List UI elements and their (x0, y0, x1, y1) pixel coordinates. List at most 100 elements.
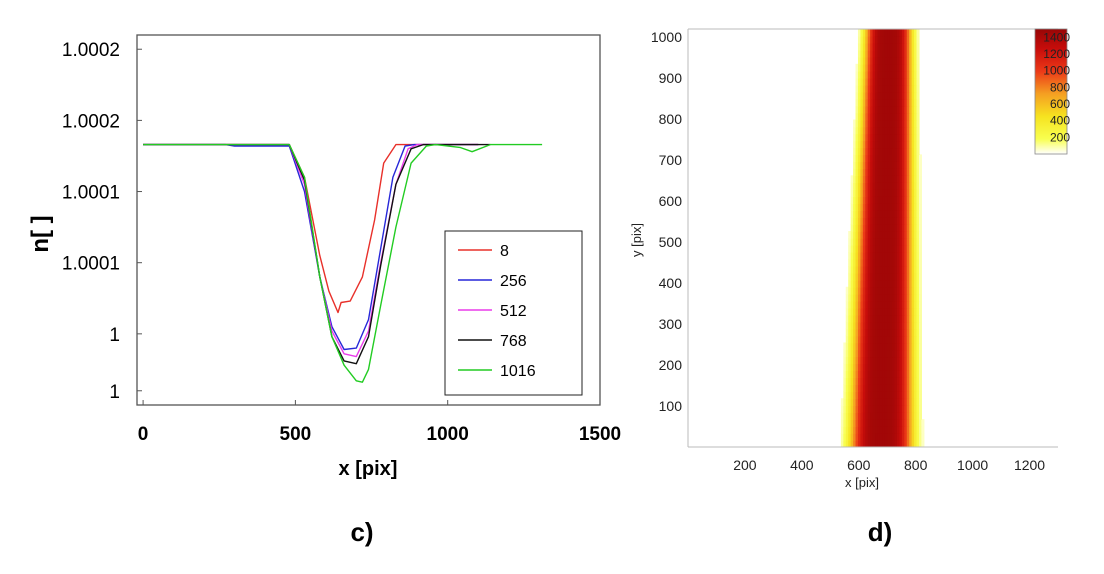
heatmap-cell (872, 35, 876, 44)
heatmap-cell (901, 265, 905, 274)
heatmap-cell (882, 258, 886, 267)
heatmap-cell (853, 196, 857, 204)
heatmap-cell (904, 384, 908, 392)
heatmap-cell (896, 419, 901, 427)
heatmap-cell (865, 217, 869, 225)
heatmap-cell (855, 377, 859, 385)
series-line-256 (143, 143, 479, 351)
heatmap-cell (867, 328, 871, 337)
heatmap-cell (860, 377, 864, 385)
heatmap-cell (896, 293, 901, 302)
heatmap-cell (892, 196, 896, 204)
heatmap-cell (921, 426, 925, 434)
heatmap-cell (867, 314, 871, 323)
heatmap-cell (855, 398, 859, 406)
heatmap-cell (862, 56, 866, 65)
heatmap-cell (899, 119, 903, 128)
heatmap-cell (875, 140, 879, 149)
heatmap-cell (862, 203, 866, 211)
heatmap-cell (899, 63, 903, 72)
heatmap-cell (904, 244, 908, 253)
heatmap-cell (857, 307, 861, 316)
heatmap-cell (914, 126, 918, 135)
heatmap-cell (855, 405, 859, 413)
heatmap-cell (914, 196, 918, 204)
heatmap-cell (857, 154, 861, 162)
heatmap-cell (884, 328, 888, 337)
panel-label-c: c) (350, 517, 373, 547)
heatmap-cell (855, 433, 859, 441)
heatmap-cell (879, 35, 883, 44)
heatmap-cell (914, 321, 918, 330)
heatmap-cell (860, 49, 864, 58)
heatmap-cell (916, 244, 920, 253)
heatmap-cell (896, 42, 901, 51)
heatmap-cell (862, 133, 866, 142)
heatmap-cell (904, 56, 908, 65)
heatmap-cell (857, 147, 861, 155)
heatmap-cell (916, 286, 920, 295)
heatmap-cell (872, 217, 876, 225)
heatmap-cell (870, 279, 874, 288)
heatmap-cell (875, 391, 879, 399)
heatmap-cell (909, 335, 913, 344)
heatmap-cell (916, 398, 920, 406)
heatmap-cell (906, 265, 910, 274)
heatmap-cell (848, 314, 852, 323)
heatmap-cell (882, 196, 886, 204)
heatmap-cell (901, 175, 905, 183)
heatmap-cell (857, 210, 861, 218)
heatmap-cell (855, 70, 859, 79)
heatmap-cell (916, 154, 920, 162)
heatmap-cell (916, 335, 920, 344)
heatmap-cell (896, 126, 901, 135)
heatmap-cell (867, 217, 871, 225)
heatmap-cell (882, 238, 886, 246)
heatmap-cell (850, 314, 854, 323)
heatmap-cell (875, 321, 879, 330)
heatmap-cell (901, 42, 905, 51)
legend-label-8: 8 (500, 243, 509, 260)
heatmap-cell (857, 426, 861, 434)
heatmap-cell (870, 300, 874, 309)
heatmap-cell (865, 398, 869, 406)
heatmap-cell (862, 391, 866, 399)
heatmap-cell (889, 196, 893, 204)
heatmap-cell (901, 91, 905, 100)
heatmap-cell (887, 244, 891, 253)
heatmap-cell (904, 433, 908, 441)
heatmap-cell (870, 328, 874, 337)
y-axis-label: y [pix] (629, 223, 644, 257)
heatmap-cell (879, 231, 883, 239)
heatmap-cell (909, 196, 913, 204)
heatmap-cell (857, 217, 861, 225)
heatmap-cell (909, 426, 913, 434)
heatmap-cell (877, 342, 881, 351)
heatmap-cell (855, 112, 859, 121)
heatmap-cell (884, 412, 888, 420)
y-tick-label: 900 (659, 70, 683, 86)
heatmap-cell (853, 238, 857, 246)
heatmap-cell (848, 272, 852, 281)
heatmap-cell (848, 300, 852, 309)
heatmap-cell (892, 217, 896, 225)
heatmap-cell (911, 140, 915, 149)
heatmap-cell (877, 349, 881, 358)
heatmap-cell (916, 391, 920, 399)
heatmap-cell (867, 405, 871, 413)
heatmap-cell (918, 363, 922, 371)
heatmap-cell (870, 91, 874, 100)
heatmap-cell (845, 321, 849, 330)
heatmap-cell (855, 328, 859, 337)
heatmap-cell (887, 321, 891, 330)
heatmap-cell (901, 217, 905, 225)
heatmap-cell (867, 377, 871, 385)
heatmap-cell (904, 35, 908, 44)
heatmap-cell (850, 377, 854, 385)
heatmap-cell (889, 210, 893, 218)
heatmap-cell (911, 405, 915, 413)
heatmap-cell (899, 217, 903, 225)
heatmap-cell (904, 147, 908, 155)
heatmap-cell (906, 154, 910, 162)
